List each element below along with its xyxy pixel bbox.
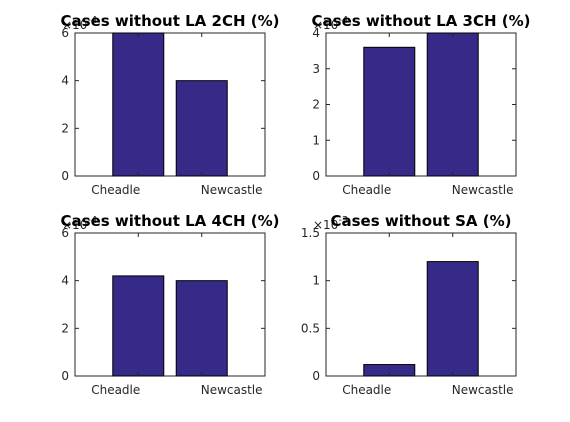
- bar-cheadle: [112, 275, 165, 377]
- y-exponent-label: ×10-4: [62, 15, 97, 32]
- bar-newcastle: [175, 280, 228, 377]
- chart-title: Cases without LA 2CH (%): [61, 12, 280, 30]
- y-tick-label: 4: [61, 74, 69, 88]
- x-tick-label: Cheadle: [342, 383, 391, 397]
- y-tick-label: 0: [61, 169, 69, 183]
- y-tick-label: 3: [312, 62, 320, 76]
- axes-box: [74, 232, 266, 377]
- y-tick-label: 4: [312, 26, 320, 40]
- axes-box: [325, 32, 517, 177]
- y-tick-label: 0: [61, 369, 69, 383]
- y-tick-label: 1: [312, 274, 320, 288]
- y-tick-label: 2: [312, 98, 320, 112]
- y-tick-label: 6: [61, 26, 69, 40]
- x-tick-label: Cheadle: [342, 183, 391, 197]
- bar-cheadle: [363, 46, 416, 177]
- axes-box: [325, 232, 517, 377]
- y-exponent-label: ×10-3: [313, 215, 348, 232]
- x-tick-label: Newcastle: [452, 183, 514, 197]
- y-tick-label: 6: [61, 226, 69, 240]
- chart-title: Cases without SA (%): [331, 212, 512, 230]
- x-tick-label: Cheadle: [91, 183, 140, 197]
- y-exponent-label: ×10-4: [62, 215, 97, 232]
- x-tick-label: Newcastle: [452, 383, 514, 397]
- y-tick-label: 1: [312, 133, 320, 147]
- y-tick-label: 0: [312, 169, 320, 183]
- y-tick-label: 1.5: [301, 226, 320, 240]
- y-tick-label: 2: [61, 321, 69, 335]
- bar-newcastle: [426, 261, 479, 377]
- y-tick-label: 0.5: [301, 321, 320, 335]
- y-tick-label: 0: [312, 369, 320, 383]
- chart-title: Cases without LA 4CH (%): [61, 212, 280, 230]
- chart-title: Cases without LA 3CH (%): [312, 12, 531, 30]
- bar-newcastle: [426, 32, 479, 177]
- bar-cheadle: [112, 32, 165, 177]
- x-tick-label: Newcastle: [201, 183, 263, 197]
- y-tick-label: 4: [61, 274, 69, 288]
- x-tick-label: Newcastle: [201, 383, 263, 397]
- x-tick-label: Cheadle: [91, 383, 140, 397]
- axes-box: [74, 32, 266, 177]
- bar-newcastle: [175, 80, 228, 177]
- y-exponent-label: ×10-4: [313, 15, 348, 32]
- y-tick-label: 2: [61, 121, 69, 135]
